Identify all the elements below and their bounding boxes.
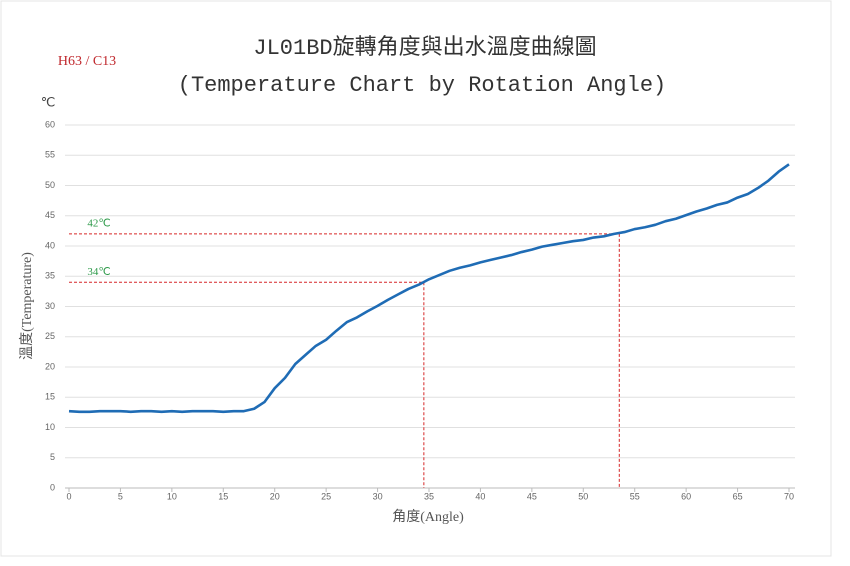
y-axis-label: 溫度(Temperature) xyxy=(19,252,35,360)
y-tick-label: 40 xyxy=(45,240,55,250)
x-tick-label: 70 xyxy=(784,491,794,501)
x-tick-label: 35 xyxy=(424,491,434,501)
x-tick-label: 0 xyxy=(66,491,71,501)
x-tick-label: 15 xyxy=(218,491,228,501)
chart-title: JL01BD旋轉角度與出水溫度曲線圖 xyxy=(253,35,596,61)
x-axis-label: 角度(Angle) xyxy=(392,509,464,525)
y-tick-label: 5 xyxy=(50,452,55,462)
x-tick-label: 45 xyxy=(527,491,537,501)
y-tick-label: 55 xyxy=(45,150,55,160)
y-tick-label: 50 xyxy=(45,180,55,190)
x-tick-label: 55 xyxy=(630,491,640,501)
y-unit: ℃ xyxy=(41,94,56,109)
y-tick-label: 45 xyxy=(45,210,55,220)
reference-label: 42℃ xyxy=(87,217,110,229)
y-tick-label: 35 xyxy=(45,271,55,281)
y-tick-label: 25 xyxy=(45,331,55,341)
x-tick-label: 40 xyxy=(475,491,485,501)
x-tick-label: 5 xyxy=(118,491,123,501)
x-tick-label: 10 xyxy=(167,491,177,501)
frame xyxy=(0,0,832,557)
reference-label: 34℃ xyxy=(87,266,110,278)
x-tick-label: 25 xyxy=(321,491,331,501)
x-tick-label: 65 xyxy=(733,491,743,501)
x-tick-label: 60 xyxy=(681,491,691,501)
y-tick-label: 10 xyxy=(45,422,55,432)
y-tick-label: 15 xyxy=(45,392,55,402)
y-tick-label: 20 xyxy=(45,361,55,371)
x-tick-label: 50 xyxy=(578,491,588,501)
chart-subtitle: (Temperature Chart by Rotation Angle) xyxy=(178,73,666,98)
y-tick-label: 60 xyxy=(45,119,55,129)
y-tick-label: 0 xyxy=(50,482,55,492)
data-line xyxy=(68,163,790,414)
model-tag: H63 / C13 xyxy=(58,54,116,69)
x-tick-label: 30 xyxy=(373,491,383,501)
y-tick-label: 30 xyxy=(45,301,55,311)
x-tick-label: 20 xyxy=(270,491,280,501)
